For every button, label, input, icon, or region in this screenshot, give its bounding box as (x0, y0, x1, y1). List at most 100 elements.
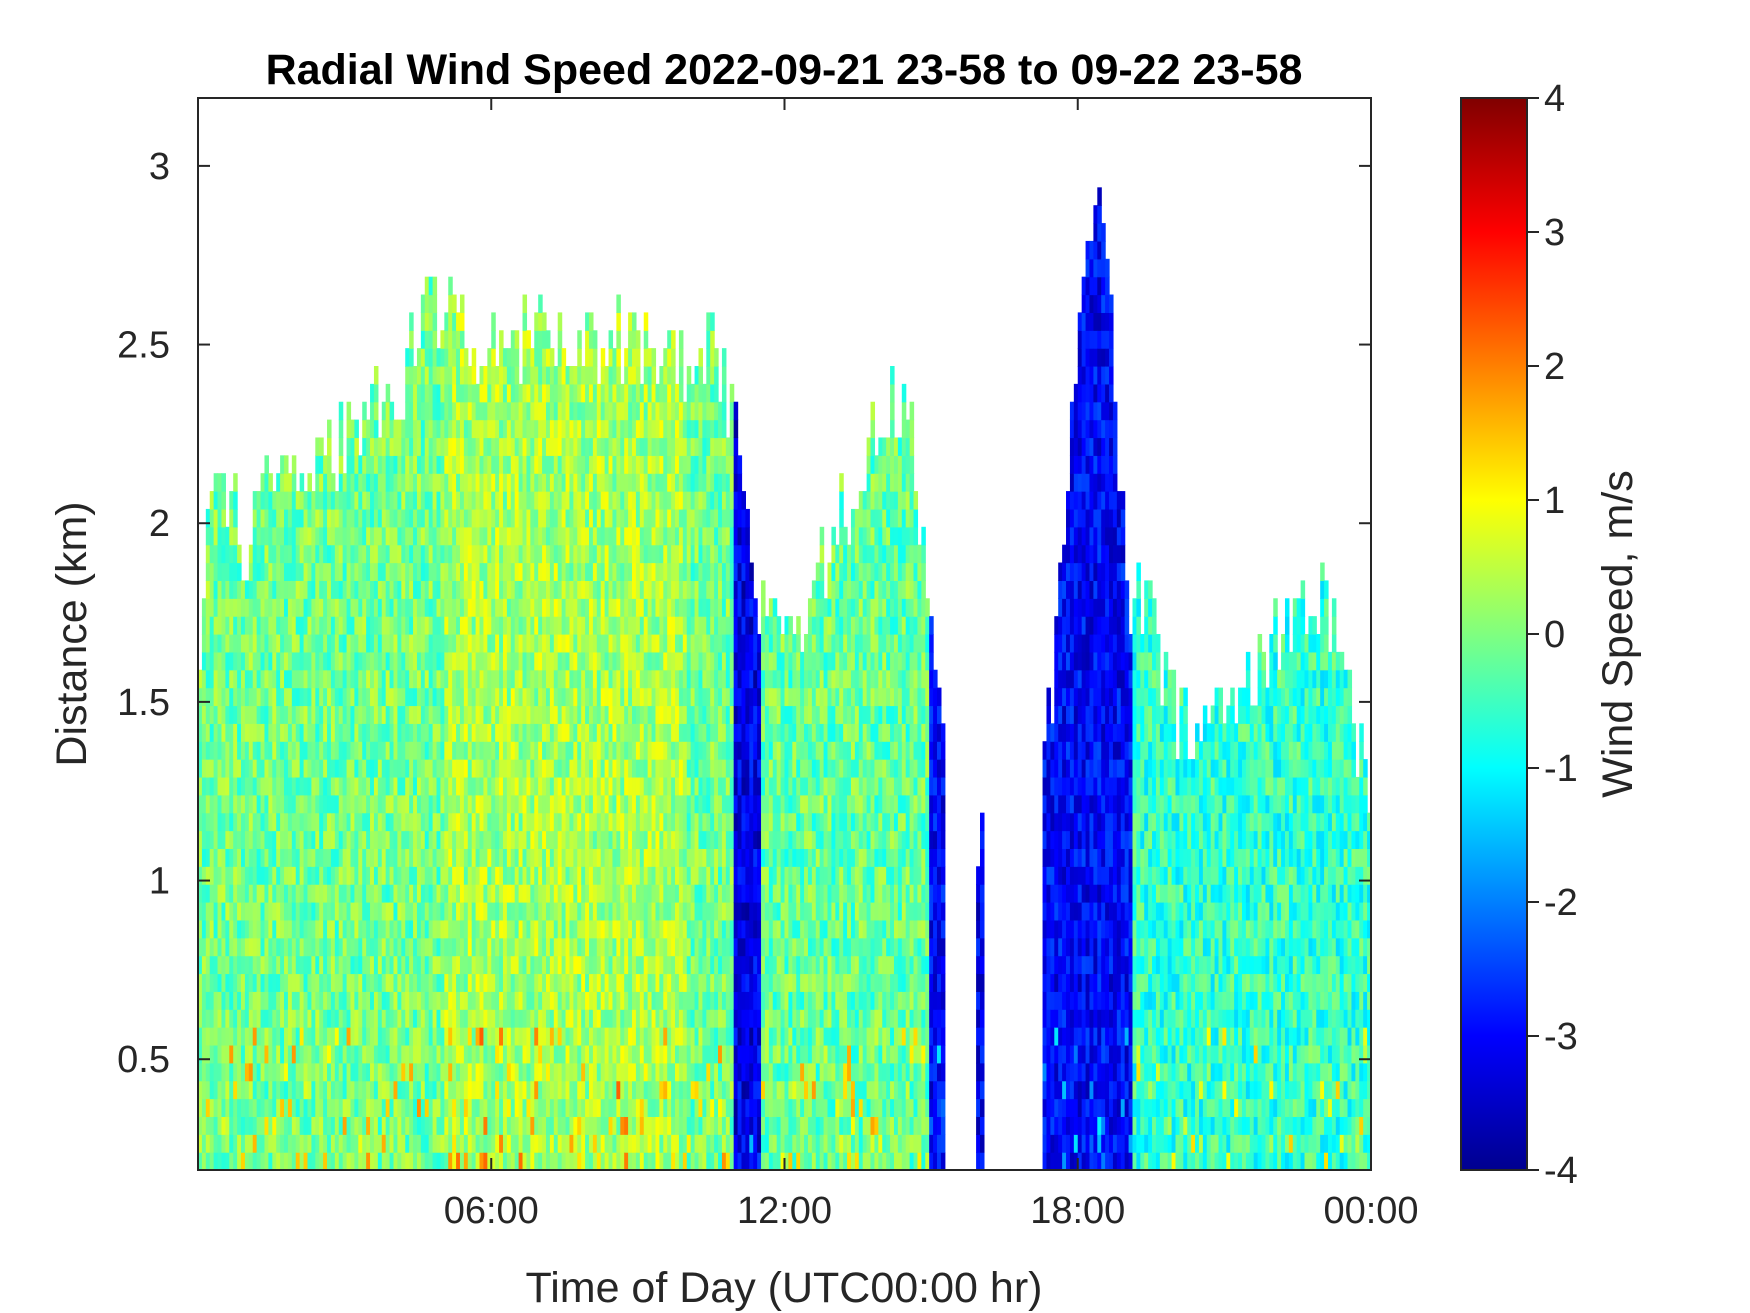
heatmap-cell-15 (198, 884, 203, 903)
heatmap-cell-1685 (366, 634, 371, 653)
heatmap-cell-436 (244, 1098, 250, 1117)
heatmap-cell-2513 (436, 348, 442, 367)
heatmap-cell-124 (209, 669, 215, 689)
heatmap-cell-1160 (315, 491, 320, 510)
heatmap-cell-1710 (370, 937, 375, 957)
heatmap-cell-1313 (330, 687, 336, 707)
heatmap-cell-1033 (303, 705, 309, 724)
heatmap-cell-3407 (514, 1044, 520, 1064)
heatmap-cell-4583 (612, 794, 617, 814)
heatmap-cell-1920 (389, 1062, 395, 1082)
heatmap-cell-3950 (557, 562, 563, 581)
heatmap-cell-3470 (518, 759, 524, 778)
heatmap-cell-2857 (467, 1044, 473, 1064)
heatmap-cell-1780 (373, 473, 379, 492)
heatmap-cell-718 (272, 741, 277, 760)
heatmap-cell-1585 (358, 937, 363, 957)
heatmap-cell-4045 (565, 544, 571, 564)
heatmap-cell-4218 (581, 705, 586, 724)
heatmap-cell-235 (221, 759, 226, 778)
heatmap-cell-2656 (448, 312, 453, 331)
heatmap-cell-4886 (635, 401, 641, 421)
heatmap-cell-3693 (538, 955, 543, 975)
heatmap-cell-333 (233, 1027, 238, 1046)
heatmap-cell-2338 (424, 794, 430, 814)
heatmap-cell-1417 (342, 973, 348, 992)
heatmap-cell-2080 (401, 473, 406, 492)
heatmap-cell-2391 (428, 741, 434, 760)
heatmap-cell-4005 (561, 437, 567, 456)
heatmap-cell-2422 (432, 1080, 438, 1100)
heatmap-cell-4164 (577, 830, 582, 849)
heatmap-cell-2673 (452, 902, 457, 921)
heatmap-cell-3719 (538, 491, 543, 510)
heatmap-cell-4871 (635, 669, 641, 689)
heatmap-cell-3481 (518, 562, 524, 581)
heatmap-cell-3890 (553, 830, 559, 849)
heatmap-cell-2150 (409, 794, 414, 814)
heatmap-cell-3992 (561, 669, 567, 689)
heatmap-cell-4121 (573, 794, 578, 814)
heatmap-cell-4876 (635, 580, 641, 599)
heatmap-cell-2970 (475, 651, 481, 671)
heatmap-cell-3654 (534, 794, 539, 814)
heatmap-cell-2743 (456, 526, 461, 546)
heatmap-cell-4038 (565, 669, 571, 689)
heatmap-cell-2859 (467, 1009, 473, 1028)
heatmap-cell-1993 (393, 526, 399, 546)
heatmap-cell-42 (201, 902, 207, 921)
heatmap-cell-789 (280, 848, 285, 867)
heatmap-cell-950 (295, 812, 301, 832)
heatmap-cell-3295 (502, 562, 508, 581)
heatmap-cell-2489 (436, 776, 442, 796)
heatmap-cell-478 (248, 937, 254, 957)
heatmap-cell-558 (256, 812, 262, 832)
heatmap-cell-3194 (495, 723, 500, 742)
heatmap-cell-145 (213, 973, 219, 992)
heatmap-cell-51 (201, 741, 207, 760)
heatmap-cell-1405 (338, 419, 344, 439)
heatmap-cell-4009 (561, 366, 567, 385)
heatmap-cell-729 (272, 544, 277, 564)
heatmap-cell-1657 (366, 1134, 371, 1153)
heatmap-cell-1084 (307, 473, 312, 492)
heatmap-cell-319 (229, 598, 234, 617)
heatmap-cell-4640 (616, 598, 621, 617)
heatmap-cell-3342 (506, 544, 512, 564)
heatmap-cell-1322 (330, 526, 336, 546)
heatmap-cell-3369 (510, 884, 516, 903)
heatmap-cell-2660 (452, 1134, 457, 1153)
heatmap-cell-4111 (573, 973, 578, 992)
heatmap-cell-1075 (307, 634, 312, 653)
heatmap-cell-2328 (424, 973, 430, 992)
heatmap-cell-872 (287, 794, 293, 814)
heatmap-cell-3083 (487, 1027, 492, 1046)
heatmap-cell-664 (268, 1009, 273, 1028)
heatmap-cell-1325 (330, 473, 336, 492)
heatmap-cell-1407 (342, 1152, 348, 1170)
heatmap-cell-4738 (624, 508, 629, 528)
heatmap-cell-434 (244, 1134, 250, 1153)
heatmap-cell-4203 (581, 973, 586, 992)
heatmap-cell-616 (264, 1152, 269, 1170)
heatmap-cell-2607 (444, 330, 449, 349)
heatmap-cell-4281 (585, 383, 590, 403)
heatmap-cell-538 (252, 491, 258, 510)
heatmap-cell-2962 (475, 794, 481, 814)
heatmap-cell-943 (295, 937, 301, 957)
heatmap-cell-4649 (616, 437, 621, 456)
heatmap-cell-1371 (338, 1027, 344, 1046)
heatmap-cell-2190 (413, 937, 418, 957)
heatmap-cell-199 (217, 705, 223, 724)
heatmap-cell-704 (272, 991, 277, 1010)
heatmap-cell-1094 (311, 991, 316, 1010)
heatmap-cell-4723 (624, 776, 629, 796)
heatmap-cell-2924 (471, 651, 477, 671)
heatmap-cell-3706 (538, 723, 543, 742)
heatmap-cell-1769 (373, 669, 379, 689)
heatmap-cell-886 (287, 544, 293, 564)
heatmap-cell-3655 (534, 776, 539, 796)
heatmap-cell-2240 (416, 848, 422, 867)
heatmap-cell-2952 (475, 973, 481, 992)
heatmap-cell-299 (229, 955, 234, 975)
